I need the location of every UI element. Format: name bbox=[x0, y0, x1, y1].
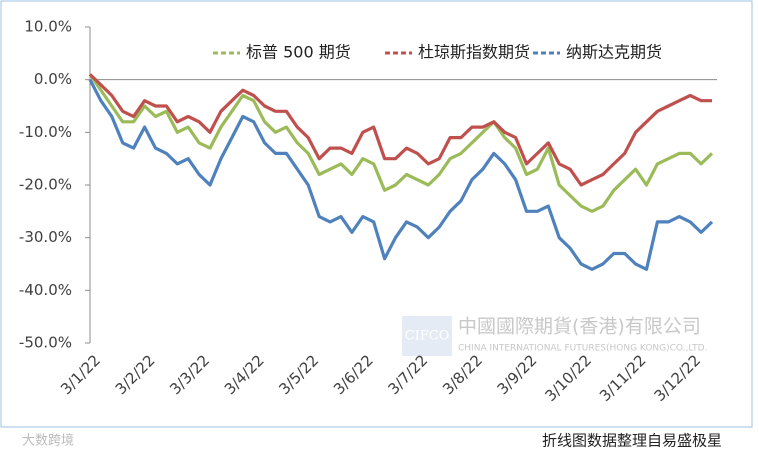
y-tick-label: -40.0% bbox=[19, 281, 72, 299]
legend-label: 标普 500 期货 bbox=[246, 43, 351, 62]
series-line bbox=[88, 73, 712, 187]
chart-frame bbox=[0, 0, 753, 428]
watermark-name: 中國國際期貨(香港)有限公司 bbox=[458, 316, 701, 338]
watermark-name-en: CHINA INTERNATIONAL FUTURES(HONG KONG)CO… bbox=[458, 344, 707, 354]
y-tick-label: -20.0% bbox=[19, 176, 72, 194]
series-line bbox=[88, 73, 714, 213]
y-tick-label: 0.0% bbox=[34, 70, 72, 88]
legend-label: 杜琼斯指数期货 bbox=[418, 43, 530, 62]
source-note: 折线图数据整理自易盛极星 bbox=[542, 432, 722, 450]
y-tick-label: 10.0% bbox=[24, 18, 72, 36]
legend-label: 纳斯达克期货 bbox=[566, 43, 662, 62]
watermark-logo: CIFCO bbox=[405, 329, 450, 344]
series-line bbox=[88, 78, 714, 271]
watermark-corner: 大数跨境 bbox=[22, 434, 74, 449]
watermark-logo-box bbox=[402, 316, 452, 356]
y-tick-label: -50.0% bbox=[19, 334, 72, 352]
y-tick-label: -30.0% bbox=[19, 228, 72, 246]
y-tick-label: -10.0% bbox=[19, 123, 72, 141]
